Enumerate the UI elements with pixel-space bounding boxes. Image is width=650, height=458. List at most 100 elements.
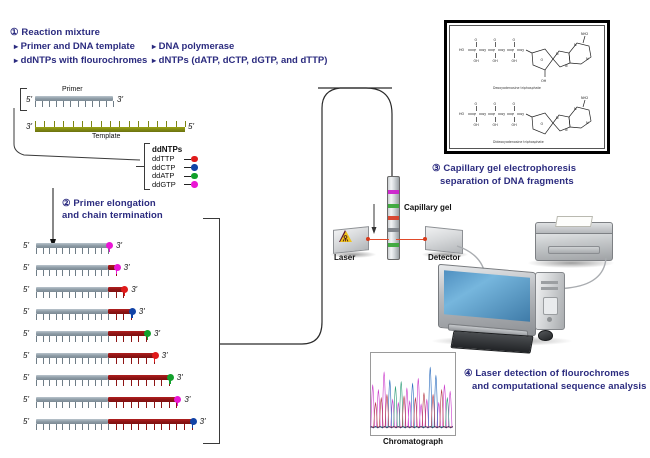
step1-bullet-3-text: ddNTPs with flourochromes	[20, 55, 148, 66]
strand-5prime-label: 5'	[23, 373, 29, 382]
strand-5prime-label: 5'	[23, 307, 29, 316]
laser-shadow	[330, 251, 376, 258]
strand-5prime-label: 5'	[23, 417, 29, 426]
computer-tower[interactable]	[535, 272, 565, 330]
monitor-screen[interactable]	[444, 270, 530, 322]
detector-shadow	[422, 251, 468, 258]
svg-text:P: P	[493, 49, 495, 53]
primer-3prime-label: 3'	[117, 95, 123, 104]
step1-bullet-2-text: DNA polymerase	[158, 41, 235, 52]
step3-heading-line2: separation of DNA fragments	[440, 176, 574, 187]
svg-text:NH2: NH2	[581, 96, 588, 100]
step1-bullet-4-text: dNTPs (dATP, dCTP, dGTP, and dTTP)	[158, 55, 328, 66]
terminator-dot-ddATP	[166, 374, 174, 384]
svg-text:O: O	[541, 58, 544, 62]
dna-strand: 5' 3'	[23, 263, 130, 277]
svg-text:OH: OH	[512, 123, 518, 127]
strand-3prime-label: 3'	[199, 417, 206, 426]
ddntp-legend-dot	[191, 155, 198, 162]
step1-bullet-1-text: Primer and DNA template	[20, 41, 135, 52]
printer-output-tray	[548, 246, 600, 254]
terminator-dot-ddTTP	[121, 286, 129, 296]
ddntp-bracket-bottom	[144, 189, 150, 190]
capillary-band	[388, 204, 399, 209]
ladder-bracket-right	[219, 218, 220, 443]
svg-text:P: P	[493, 113, 495, 117]
step4-heading-line2: and computational sequence analysis	[472, 381, 647, 392]
svg-text:OH: OH	[493, 123, 499, 127]
dna-strand: 5' 3'	[23, 329, 160, 343]
svg-text:O: O	[494, 102, 497, 106]
laser-hazard-icon	[339, 231, 352, 242]
svg-text:O: O	[475, 38, 478, 42]
terminator-dot-ddCTP	[128, 308, 136, 318]
chromatograph-plot	[370, 352, 456, 436]
primer-5prime-label: 5'	[26, 95, 32, 104]
strand-5prime-label: 5'	[23, 395, 29, 404]
terminator-dot-ddGTP	[113, 264, 121, 274]
strand-3prime-label: 3'	[138, 307, 145, 316]
detector-input-port	[423, 237, 427, 241]
svg-text:O: O	[522, 113, 525, 117]
ddntp-legend-dot	[191, 164, 198, 171]
ladder-bracket-top	[203, 218, 220, 219]
dna-strand: 5' 3'	[23, 417, 206, 431]
mouse[interactable]	[538, 330, 553, 341]
bullet-marker-icon: ▸	[14, 56, 19, 65]
step1-bullet-4: ▸ dNTPs (dATP, dCTP, dGTP, and dTTP)	[152, 55, 327, 67]
laser-beam-left	[369, 239, 389, 240]
laser-emitter-port	[366, 237, 370, 241]
step1-bullet-3: ▸ ddNTPs with flourochromes	[14, 55, 147, 67]
migration-direction-arrow-icon	[371, 204, 377, 234]
template-3prime-label: 3'	[26, 122, 32, 131]
capillary-band	[388, 227, 399, 232]
chromatograph-label: Chromatograph	[383, 437, 443, 446]
laser-hazard-glyph-icon	[342, 235, 349, 242]
ddntp-legend-label: ddTTP	[152, 154, 175, 163]
printer-body	[535, 229, 613, 261]
ddATP-caption: Dideoxyadenosine triphosphate	[493, 140, 544, 144]
ddntp-legend-connector	[184, 158, 191, 160]
chromatograph-trace	[371, 380, 453, 428]
dna-strand: 5' 3'	[23, 285, 137, 299]
capillary-gel-label: Capillary gel	[404, 203, 452, 212]
svg-text:N: N	[586, 121, 589, 125]
strand-5prime-label: 5'	[23, 285, 29, 294]
svg-text:O: O	[513, 38, 516, 42]
svg-text:O: O	[503, 113, 506, 117]
terminator-dot-ddGTP	[106, 242, 113, 252]
svg-text:O: O	[513, 102, 516, 106]
svg-text:N: N	[565, 64, 568, 68]
dna-strand: 5' 3'	[23, 395, 190, 409]
step1-bullet-1: ▸ Primer and DNA template	[14, 41, 135, 53]
dna-strand: 5' 3'	[23, 351, 168, 365]
svg-text:N: N	[574, 107, 577, 111]
svg-text:P: P	[474, 113, 476, 117]
strand-ladder: 5' 3' 5' 3' 5' 3' 5' 3' 5' 3' 5' 3' 5' 3' 5' 3' 5' 3'	[22, 241, 232, 443]
step2-heading-line1: ② Primer elongation	[62, 198, 156, 209]
bullet-marker-icon: ▸	[152, 56, 157, 65]
terminator-dot-ddATP	[144, 330, 151, 340]
elongation-arrow-icon	[50, 188, 56, 248]
step1-heading: ① Reaction mixture	[10, 27, 101, 38]
primer-label: Primer	[62, 86, 83, 93]
strand-5prime-label: 5'	[23, 241, 29, 250]
svg-text:P: P	[512, 113, 514, 117]
dna-strand: 5' 3'	[23, 241, 122, 255]
svg-text:O: O	[522, 49, 525, 53]
ladder-to-capillary-path	[220, 87, 392, 345]
dna-strand: 5' 3'	[23, 307, 145, 321]
ddntp-legend-label: ddCTP	[152, 162, 176, 172]
chromatograph-trace	[371, 388, 453, 428]
chromatograph-traces	[370, 366, 454, 429]
step4-heading-line1: ④ Laser detection of flourochromes	[464, 368, 630, 379]
svg-text:N: N	[574, 43, 577, 47]
svg-text:OH: OH	[512, 59, 518, 63]
strand-5prime-label: 5'	[23, 263, 29, 272]
template-5prime-label: 5'	[188, 122, 194, 131]
terminator-dot-ddTTP	[151, 352, 159, 362]
svg-text:OH: OH	[474, 123, 480, 127]
svg-text:O: O	[494, 38, 497, 42]
ddntp-legend-dot	[191, 181, 198, 188]
strand-3prime-label: 3'	[184, 395, 191, 404]
